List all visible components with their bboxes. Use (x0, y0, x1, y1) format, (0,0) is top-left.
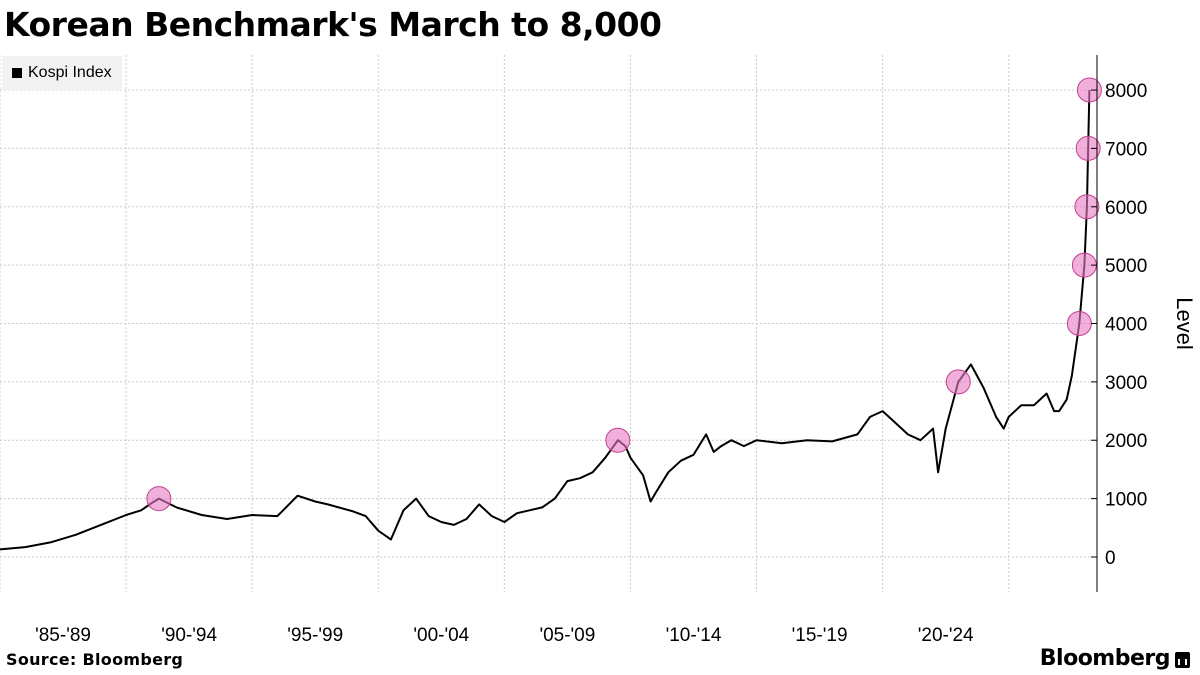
brand-logo: Bloomberg (1039, 646, 1171, 671)
milestone-marker (1066, 311, 1092, 336)
milestone-marker (1076, 77, 1102, 103)
y-tick-label: 2000 (1105, 431, 1147, 452)
x-tick-label: '15-'19 (792, 625, 848, 646)
x-tick-label: '05-'09 (539, 625, 595, 646)
x-tick-label: '90-'94 (161, 625, 217, 646)
kospi-series-line (0, 89, 1091, 551)
x-tick-label: '00-'04 (413, 625, 469, 646)
x-tick-label: '95-'99 (287, 625, 343, 646)
y-tick-label: 7000 (1105, 139, 1147, 160)
page-title: Korean Benchmark's March to 8,000 (4, 5, 662, 44)
milestone-marker (605, 427, 631, 453)
bloomberg-terminal-icon (1175, 652, 1190, 668)
source-note: Source: Bloomberg (6, 650, 184, 669)
x-tick-label: '20-'24 (918, 625, 974, 646)
legend-swatch (12, 68, 22, 78)
chart-legend: Kospi Index (2, 56, 122, 90)
milestone-marker (1074, 194, 1100, 220)
y-axis-title: Level (1172, 297, 1197, 350)
x-tick-label: '85-'89 (35, 625, 91, 646)
y-tick-label: 0 (1105, 548, 1116, 569)
y-tick-label: 8000 (1105, 81, 1147, 102)
y-tick-label: 4000 (1105, 315, 1147, 336)
y-tick-label: 5000 (1105, 256, 1147, 277)
y-tick-label: 6000 (1105, 198, 1147, 219)
milestone-marker (945, 369, 971, 395)
milestone-marker (1075, 135, 1101, 161)
milestone-marker (146, 486, 172, 512)
legend-label: Kospi Index (28, 64, 112, 81)
y-tick-label: 3000 (1105, 373, 1147, 394)
y-tick-label: 1000 (1105, 490, 1147, 511)
x-tick-label: '10-'14 (666, 625, 722, 646)
